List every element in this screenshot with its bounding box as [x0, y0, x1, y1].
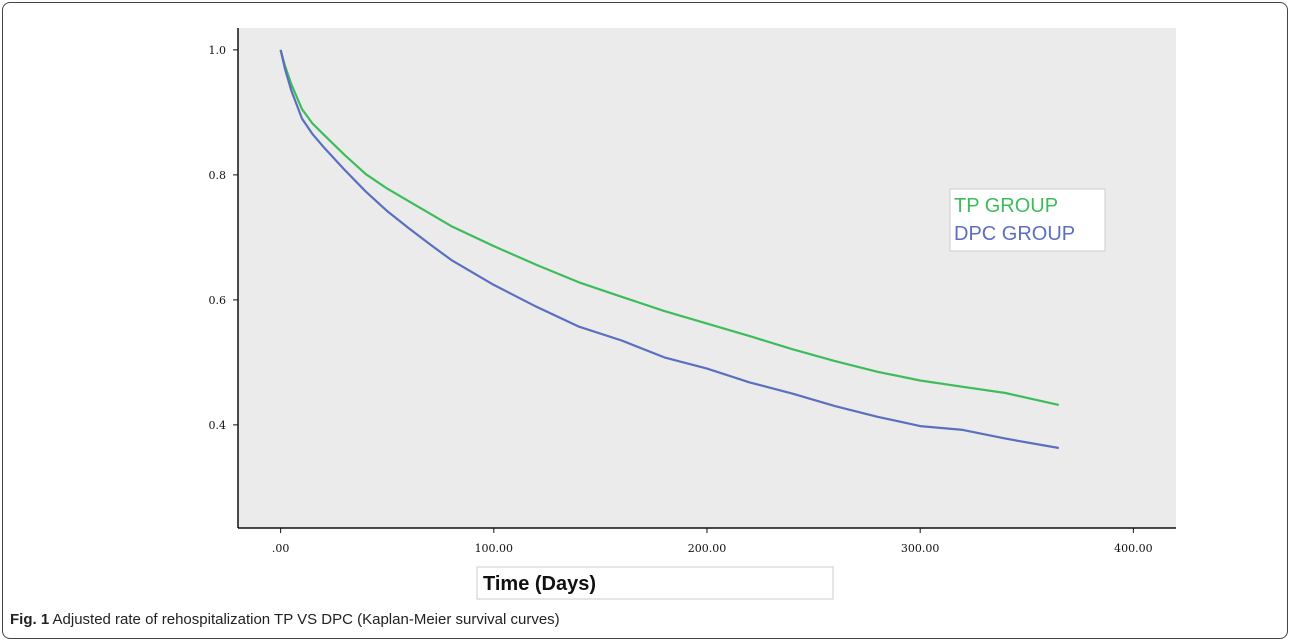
axes: 0.4 0.6 0.8 1.0 .00 100.00 200.00 300.00 400.00 — [209, 28, 1176, 555]
series-line-dpc — [279, 49, 1059, 450]
figure-caption: Fig. 1 Adjusted rate of rehospitalizatio… — [10, 611, 560, 628]
legend-entry-tp: TP GROUP — [954, 195, 1058, 217]
x-tick-label: 200.00 — [688, 542, 727, 555]
x-tick-label: 400.00 — [1114, 542, 1153, 555]
legend-entry-dpc: DPC GROUP — [954, 223, 1075, 245]
x-axis-label-frame — [476, 566, 834, 600]
plot-area — [238, 28, 1176, 528]
x-tick-label: 300.00 — [901, 542, 940, 555]
legend-box — [949, 188, 1106, 252]
y-tick-label: 1.0 — [209, 44, 227, 57]
legend: TP GROUP DPC GROUP — [949, 188, 1106, 252]
x-axis-label-box: Time (Days) — [476, 566, 834, 600]
series-line-tp — [279, 49, 1060, 406]
caption-text: Adjusted rate of rehospitalization TP VS… — [52, 611, 560, 628]
y-tick-label: 0.4 — [209, 419, 227, 432]
y-tick-label: 0.6 — [209, 294, 227, 307]
x-tick-label: 100.00 — [475, 542, 514, 555]
series-layer — [279, 49, 1060, 450]
y-tick-label: 0.8 — [209, 169, 227, 182]
x-axis-label: Time (Days) — [483, 573, 596, 595]
caption-label: Fig. 1 — [10, 611, 50, 628]
x-tick-label: .00 — [272, 542, 290, 555]
